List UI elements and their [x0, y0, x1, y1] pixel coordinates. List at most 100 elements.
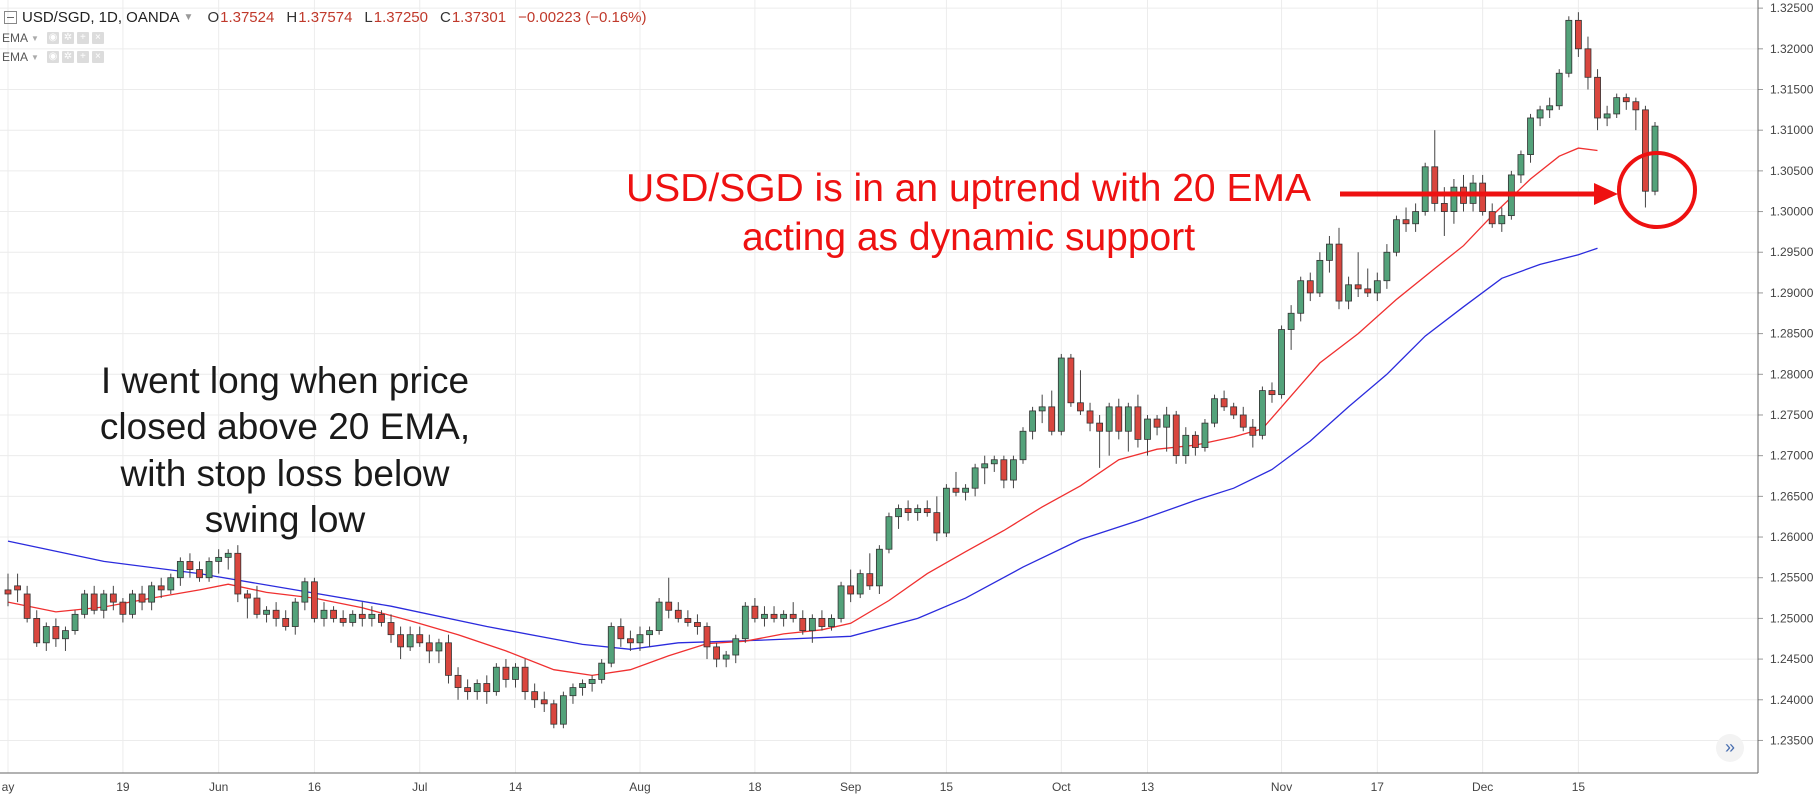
double-chevron-right-icon[interactable]: » — [1716, 734, 1744, 762]
candle-up — [856, 569, 864, 599]
candle-up — [981, 455, 989, 485]
candle-body — [1613, 97, 1621, 115]
y-tick-label: 1.27000 — [1770, 449, 1813, 463]
candle-body — [1077, 402, 1084, 412]
candle-up — [607, 622, 615, 668]
x-tick-label: 14 — [509, 780, 523, 794]
candle-body — [358, 613, 366, 619]
candle-up — [1393, 215, 1400, 257]
candle-body — [167, 577, 175, 591]
symbol-label[interactable]: USD/SGD, 1D, OANDA — [22, 8, 180, 26]
chevron-down-icon[interactable]: ▼ — [31, 52, 39, 62]
candle-up — [176, 557, 184, 586]
high-label: H — [286, 8, 298, 26]
candle-body — [761, 613, 768, 619]
gear-icon[interactable]: ✲ — [61, 51, 74, 63]
indicator-row-ema-2[interactable]: EMA ▼ ◉ ✲ + × — [2, 50, 107, 64]
candle-body — [4, 589, 12, 595]
x-tick-label: 17 — [1371, 780, 1385, 794]
candle-body — [875, 548, 883, 587]
plus-icon[interactable]: + — [76, 32, 89, 44]
candle-down — [272, 602, 280, 627]
candle-body — [1000, 459, 1008, 481]
y-tick-label: 1.28000 — [1770, 367, 1813, 381]
candle-down — [1239, 406, 1247, 432]
candle-up — [808, 614, 816, 643]
candle-up — [1527, 113, 1534, 163]
high-value: 1.37574 — [298, 8, 353, 26]
y-tick-label: 1.31000 — [1770, 123, 1813, 137]
candle-body — [186, 561, 194, 570]
x-tick-label: 19 — [116, 780, 130, 794]
candle-body — [1038, 406, 1046, 412]
candle-body — [339, 618, 347, 623]
eye-icon[interactable]: ◉ — [46, 32, 59, 44]
x-tick-label: 16 — [308, 780, 322, 794]
eye-icon[interactable]: ◉ — [46, 51, 59, 63]
candle-up — [512, 663, 519, 688]
candle-body — [291, 601, 299, 627]
candle-down — [1077, 370, 1084, 415]
candle-up — [588, 675, 596, 692]
candle-up — [435, 638, 443, 664]
candle-body — [454, 674, 462, 688]
candle-body — [1096, 422, 1104, 432]
candle-up — [1297, 276, 1305, 322]
indicator-label[interactable]: EMA — [2, 50, 29, 64]
candle-body — [808, 618, 816, 632]
candle-body — [770, 613, 778, 619]
chevron-down-icon[interactable]: ▼ — [31, 33, 39, 43]
close-icon[interactable]: × — [91, 32, 104, 44]
candle-body — [1306, 280, 1314, 294]
candle-down — [818, 610, 826, 631]
candle-body — [990, 459, 998, 465]
x-tick-label: 13 — [1141, 780, 1155, 794]
low-value: 1.37250 — [373, 8, 428, 26]
candle-up — [875, 545, 883, 594]
candle-body — [81, 593, 89, 615]
candle-body — [14, 585, 21, 591]
candle-body — [1191, 434, 1199, 448]
candle-body — [1297, 280, 1305, 314]
candle-body — [1019, 430, 1027, 461]
candle-down — [799, 610, 807, 635]
collapse-icon[interactable] — [4, 10, 17, 24]
ema-50-path — [7, 247, 1598, 650]
candle-up — [492, 663, 500, 696]
gear-icon[interactable]: ✲ — [61, 32, 74, 44]
candle-down — [847, 569, 855, 603]
candle-down — [425, 634, 433, 664]
candle-body — [1479, 182, 1487, 212]
candle-up — [732, 634, 740, 664]
plus-icon[interactable]: + — [76, 51, 89, 63]
close-value: 1.37301 — [451, 8, 507, 26]
candle-body — [904, 508, 912, 514]
candle-down — [282, 610, 290, 631]
candle-down — [243, 589, 251, 619]
candle-up — [349, 610, 357, 627]
candle-body — [1115, 406, 1123, 432]
candle-body — [282, 618, 290, 627]
candle-up — [1029, 406, 1036, 440]
candle-up — [569, 683, 577, 704]
candle-body — [1431, 166, 1439, 204]
candle-body — [780, 613, 788, 619]
candle-body — [473, 683, 481, 693]
indicator-label[interactable]: EMA — [2, 31, 29, 45]
close-icon[interactable]: × — [91, 51, 104, 63]
candle-up — [943, 484, 950, 538]
candle-up — [1211, 394, 1218, 428]
candle-down — [665, 577, 673, 619]
candle-body — [1354, 284, 1362, 290]
open-value: 1.37524 — [220, 8, 275, 26]
indicator-row-ema-1[interactable]: EMA ▼ ◉ ✲ + × — [2, 31, 107, 45]
candle-down — [157, 577, 165, 599]
chevron-down-icon[interactable]: ▼ — [183, 11, 194, 23]
candle-down — [502, 659, 510, 688]
candle-body — [1364, 288, 1372, 294]
candle-up — [1278, 325, 1285, 399]
candle-body — [617, 626, 625, 640]
candle-down — [397, 626, 404, 660]
